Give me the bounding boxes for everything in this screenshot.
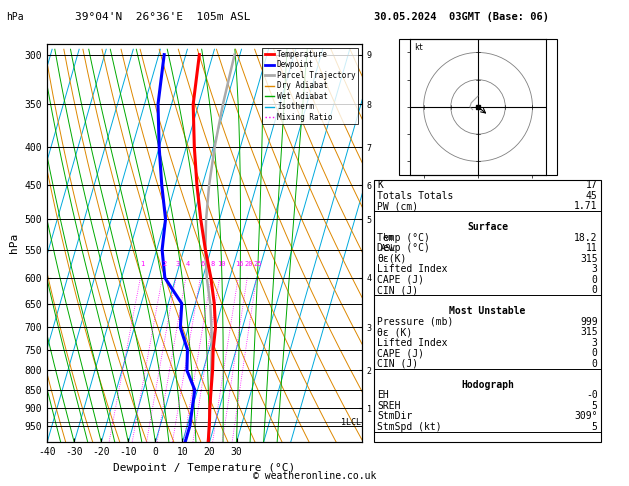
Y-axis label: km
ASL: km ASL bbox=[381, 233, 396, 253]
Text: Dewp (°C): Dewp (°C) bbox=[377, 243, 430, 253]
Text: SREH: SREH bbox=[377, 400, 401, 411]
Text: 5: 5 bbox=[592, 421, 598, 432]
Text: Hodograph: Hodograph bbox=[461, 380, 514, 389]
Text: 8: 8 bbox=[211, 261, 215, 267]
Text: CIN (J): CIN (J) bbox=[377, 285, 418, 295]
Text: 18.2: 18.2 bbox=[574, 233, 598, 243]
Text: Lifted Index: Lifted Index bbox=[377, 338, 448, 347]
Text: Lifted Index: Lifted Index bbox=[377, 264, 448, 274]
Text: EH: EH bbox=[377, 390, 389, 400]
Text: 39°04'N  26°36'E  105m ASL: 39°04'N 26°36'E 105m ASL bbox=[75, 12, 251, 22]
Text: θε(K): θε(K) bbox=[377, 254, 407, 263]
Text: 315: 315 bbox=[580, 327, 598, 337]
Text: 999: 999 bbox=[580, 316, 598, 327]
Text: 0: 0 bbox=[592, 348, 598, 358]
Text: CIN (J): CIN (J) bbox=[377, 359, 418, 368]
Text: Most Unstable: Most Unstable bbox=[449, 306, 526, 316]
Text: 16: 16 bbox=[236, 261, 244, 267]
Text: 45: 45 bbox=[586, 191, 598, 201]
Text: θε (K): θε (K) bbox=[377, 327, 413, 337]
Text: 2: 2 bbox=[162, 261, 167, 267]
Text: 30.05.2024  03GMT (Base: 06): 30.05.2024 03GMT (Base: 06) bbox=[374, 12, 549, 22]
Text: 315: 315 bbox=[580, 254, 598, 263]
Text: kt: kt bbox=[414, 43, 423, 52]
Text: -0: -0 bbox=[586, 390, 598, 400]
Text: Temp (°C): Temp (°C) bbox=[377, 233, 430, 243]
Text: StmSpd (kt): StmSpd (kt) bbox=[377, 421, 442, 432]
Text: CAPE (J): CAPE (J) bbox=[377, 348, 425, 358]
Text: 10: 10 bbox=[217, 261, 226, 267]
Text: 5: 5 bbox=[592, 400, 598, 411]
Text: 1: 1 bbox=[140, 261, 145, 267]
Text: 309°: 309° bbox=[574, 411, 598, 421]
Text: Surface: Surface bbox=[467, 222, 508, 232]
Text: 1LCL: 1LCL bbox=[341, 418, 361, 427]
Text: 20: 20 bbox=[245, 261, 253, 267]
Text: 3: 3 bbox=[592, 338, 598, 347]
Text: 1.71: 1.71 bbox=[574, 201, 598, 211]
Text: 0: 0 bbox=[592, 359, 598, 368]
X-axis label: Dewpoint / Temperature (°C): Dewpoint / Temperature (°C) bbox=[113, 463, 296, 473]
Text: 0: 0 bbox=[592, 285, 598, 295]
Text: hPa: hPa bbox=[6, 12, 24, 22]
Text: 6: 6 bbox=[200, 261, 204, 267]
Text: Totals Totals: Totals Totals bbox=[377, 191, 454, 201]
Text: K: K bbox=[377, 180, 383, 190]
Text: 11: 11 bbox=[586, 243, 598, 253]
Text: PW (cm): PW (cm) bbox=[377, 201, 418, 211]
Legend: Temperature, Dewpoint, Parcel Trajectory, Dry Adiabat, Wet Adiabat, Isotherm, Mi: Temperature, Dewpoint, Parcel Trajectory… bbox=[262, 48, 358, 124]
Y-axis label: hPa: hPa bbox=[9, 233, 19, 253]
Text: StmDir: StmDir bbox=[377, 411, 413, 421]
Text: 3: 3 bbox=[592, 264, 598, 274]
Text: 3: 3 bbox=[175, 261, 180, 267]
Text: 0: 0 bbox=[592, 275, 598, 284]
Text: 17: 17 bbox=[586, 180, 598, 190]
Text: Pressure (mb): Pressure (mb) bbox=[377, 316, 454, 327]
Text: 4: 4 bbox=[186, 261, 190, 267]
Text: © weatheronline.co.uk: © weatheronline.co.uk bbox=[253, 471, 376, 481]
Text: CAPE (J): CAPE (J) bbox=[377, 275, 425, 284]
Text: 25: 25 bbox=[254, 261, 262, 267]
